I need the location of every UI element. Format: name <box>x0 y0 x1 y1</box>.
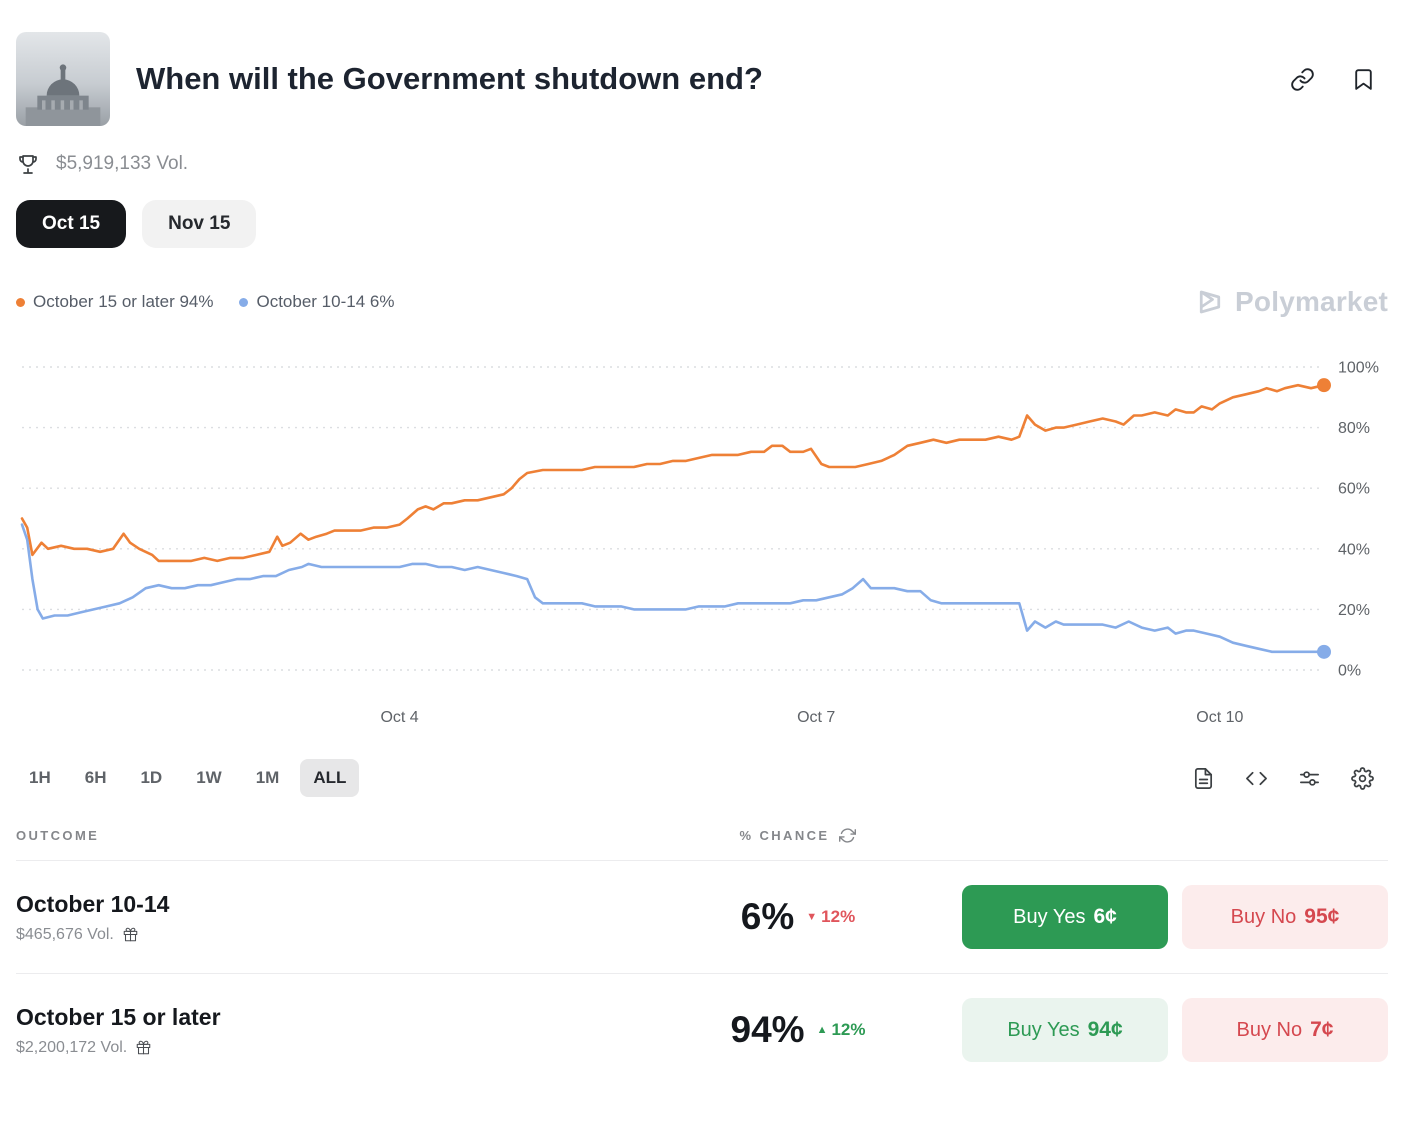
range-buttons: 1H 6H 1D 1W 1M ALL <box>16 759 360 797</box>
legend-label: October 10-14 6% <box>256 292 395 311</box>
legend-item-october-10-14: October 10-14 6% <box>239 292 394 312</box>
gift-icon[interactable] <box>123 927 138 942</box>
polymarket-logo: Polymarket <box>1195 286 1388 318</box>
legend-dot-orange <box>16 297 25 307</box>
range-button-all[interactable]: ALL <box>300 759 360 797</box>
svg-text:80%: 80% <box>1338 420 1370 437</box>
svg-text:Oct 10: Oct 10 <box>1196 709 1243 726</box>
sliders-icon[interactable] <box>1298 767 1321 790</box>
legend-dot-blue <box>239 297 249 307</box>
market-header: When will the Government shutdown end? <box>16 32 1388 126</box>
range-button-6h[interactable]: 6H <box>84 768 107 787</box>
buy-yes-price: 94¢ <box>1087 1018 1123 1041</box>
chart-tools <box>1192 766 1388 790</box>
range-button-1m[interactable]: 1M <box>255 768 280 787</box>
date-tabs: Oct 15 Nov 15 <box>16 200 1388 248</box>
capitol-image <box>25 64 101 126</box>
buy-no-button[interactable]: Buy No 95¢ <box>1182 885 1388 949</box>
svg-text:40%: 40% <box>1338 541 1370 558</box>
chart-controls: 1H 6H 1D 1W 1M ALL <box>16 759 1388 797</box>
outcome-cell: October 10-14 $465,676 Vol. <box>16 891 634 944</box>
table-row: October 15 or later $2,200,172 Vol. 94% … <box>16 973 1388 1086</box>
buy-yes-button[interactable]: Buy Yes 94¢ <box>962 998 1168 1062</box>
market-page: When will the Government shutdown end? $… <box>0 32 1404 1086</box>
svg-text:Oct 4: Oct 4 <box>380 709 418 726</box>
outcome-volume: $2,200,172 Vol. <box>16 1039 634 1057</box>
gift-icon[interactable] <box>136 1040 151 1055</box>
svg-text:100%: 100% <box>1338 360 1379 377</box>
table-header: OUTCOME % CHANCE <box>16 827 1388 860</box>
code-icon[interactable] <box>1245 767 1268 790</box>
table-row: October 10-14 $465,676 Vol. 6% ▼ 1 <box>16 860 1388 973</box>
legend-label: October 15 or later 94% <box>33 292 214 311</box>
legend-item-october-15-or-later: October 15 or later 94% <box>16 292 213 312</box>
range-button-1w[interactable]: 1W <box>196 768 222 787</box>
chance-change: ▲ 12% <box>816 1020 866 1039</box>
chance-change: ▼ 12% <box>806 907 856 926</box>
document-icon[interactable] <box>1192 767 1215 790</box>
svg-text:20%: 20% <box>1338 602 1370 619</box>
chance-value: 6% <box>740 896 795 937</box>
outcome-table: OUTCOME % CHANCE October 10-14 $465,676 … <box>16 827 1388 1086</box>
bookmark-icon[interactable] <box>1351 67 1376 92</box>
range-button-1d[interactable]: 1D <box>140 768 163 787</box>
tab-oct-15[interactable]: Oct 15 <box>16 200 127 248</box>
svg-text:Oct 7: Oct 7 <box>797 709 835 726</box>
arrow-up-icon: ▲ <box>816 1024 828 1036</box>
buy-yes-button[interactable]: Buy Yes 6¢ <box>962 885 1168 949</box>
polymarket-logo-icon <box>1199 290 1221 314</box>
price-chart[interactable]: 0% 20% 40% 60% 80% 100% Oct 4 Oct 7 Oct 10 <box>16 352 1388 737</box>
chart-legend: October 15 or later 94% October 10-14 6%… <box>16 286 1388 318</box>
chance-cell: 94% ▲ 12% <box>648 1009 948 1051</box>
svg-text:60%: 60% <box>1338 481 1370 498</box>
outcome-volume: $465,676 Vol. <box>16 926 634 944</box>
link-icon[interactable] <box>1290 67 1315 92</box>
chance-value: 94% <box>730 1009 805 1050</box>
tab-nov-15[interactable]: Nov 15 <box>142 200 257 248</box>
header-actions <box>1290 67 1388 92</box>
chart-svg[interactable]: 0% 20% 40% 60% 80% 100% Oct 4 Oct 7 Oct 10 <box>16 352 1388 732</box>
chance-cell: 6% ▼ 12% <box>648 896 948 938</box>
outcome-name: October 10-14 <box>16 890 170 917</box>
arrow-down-icon: ▼ <box>806 911 818 923</box>
page-title: When will the Government shutdown end? <box>136 61 763 96</box>
chance-header: % CHANCE <box>648 827 948 844</box>
trophy-icon <box>19 155 37 174</box>
market-thumbnail <box>16 32 110 126</box>
outcome-header: OUTCOME <box>16 828 100 843</box>
gear-icon[interactable] <box>1351 766 1374 790</box>
volume-text: $5,919,133 Vol. <box>56 153 189 174</box>
buy-no-price: 95¢ <box>1304 905 1340 928</box>
outcome-name: October 15 or later <box>16 1003 221 1030</box>
buy-yes-price: 6¢ <box>1093 905 1117 928</box>
range-button-1h[interactable]: 1H <box>29 768 51 787</box>
polymarket-wordmark: Polymarket <box>1235 286 1388 317</box>
outcome-cell: October 15 or later $2,200,172 Vol. <box>16 1004 634 1057</box>
volume-row: $5,919,133 Vol. <box>16 152 1388 176</box>
buy-no-button[interactable]: Buy No 7¢ <box>1182 998 1388 1062</box>
svg-text:0%: 0% <box>1338 663 1361 680</box>
refresh-icon[interactable] <box>839 827 857 844</box>
buy-no-price: 7¢ <box>1310 1018 1334 1041</box>
